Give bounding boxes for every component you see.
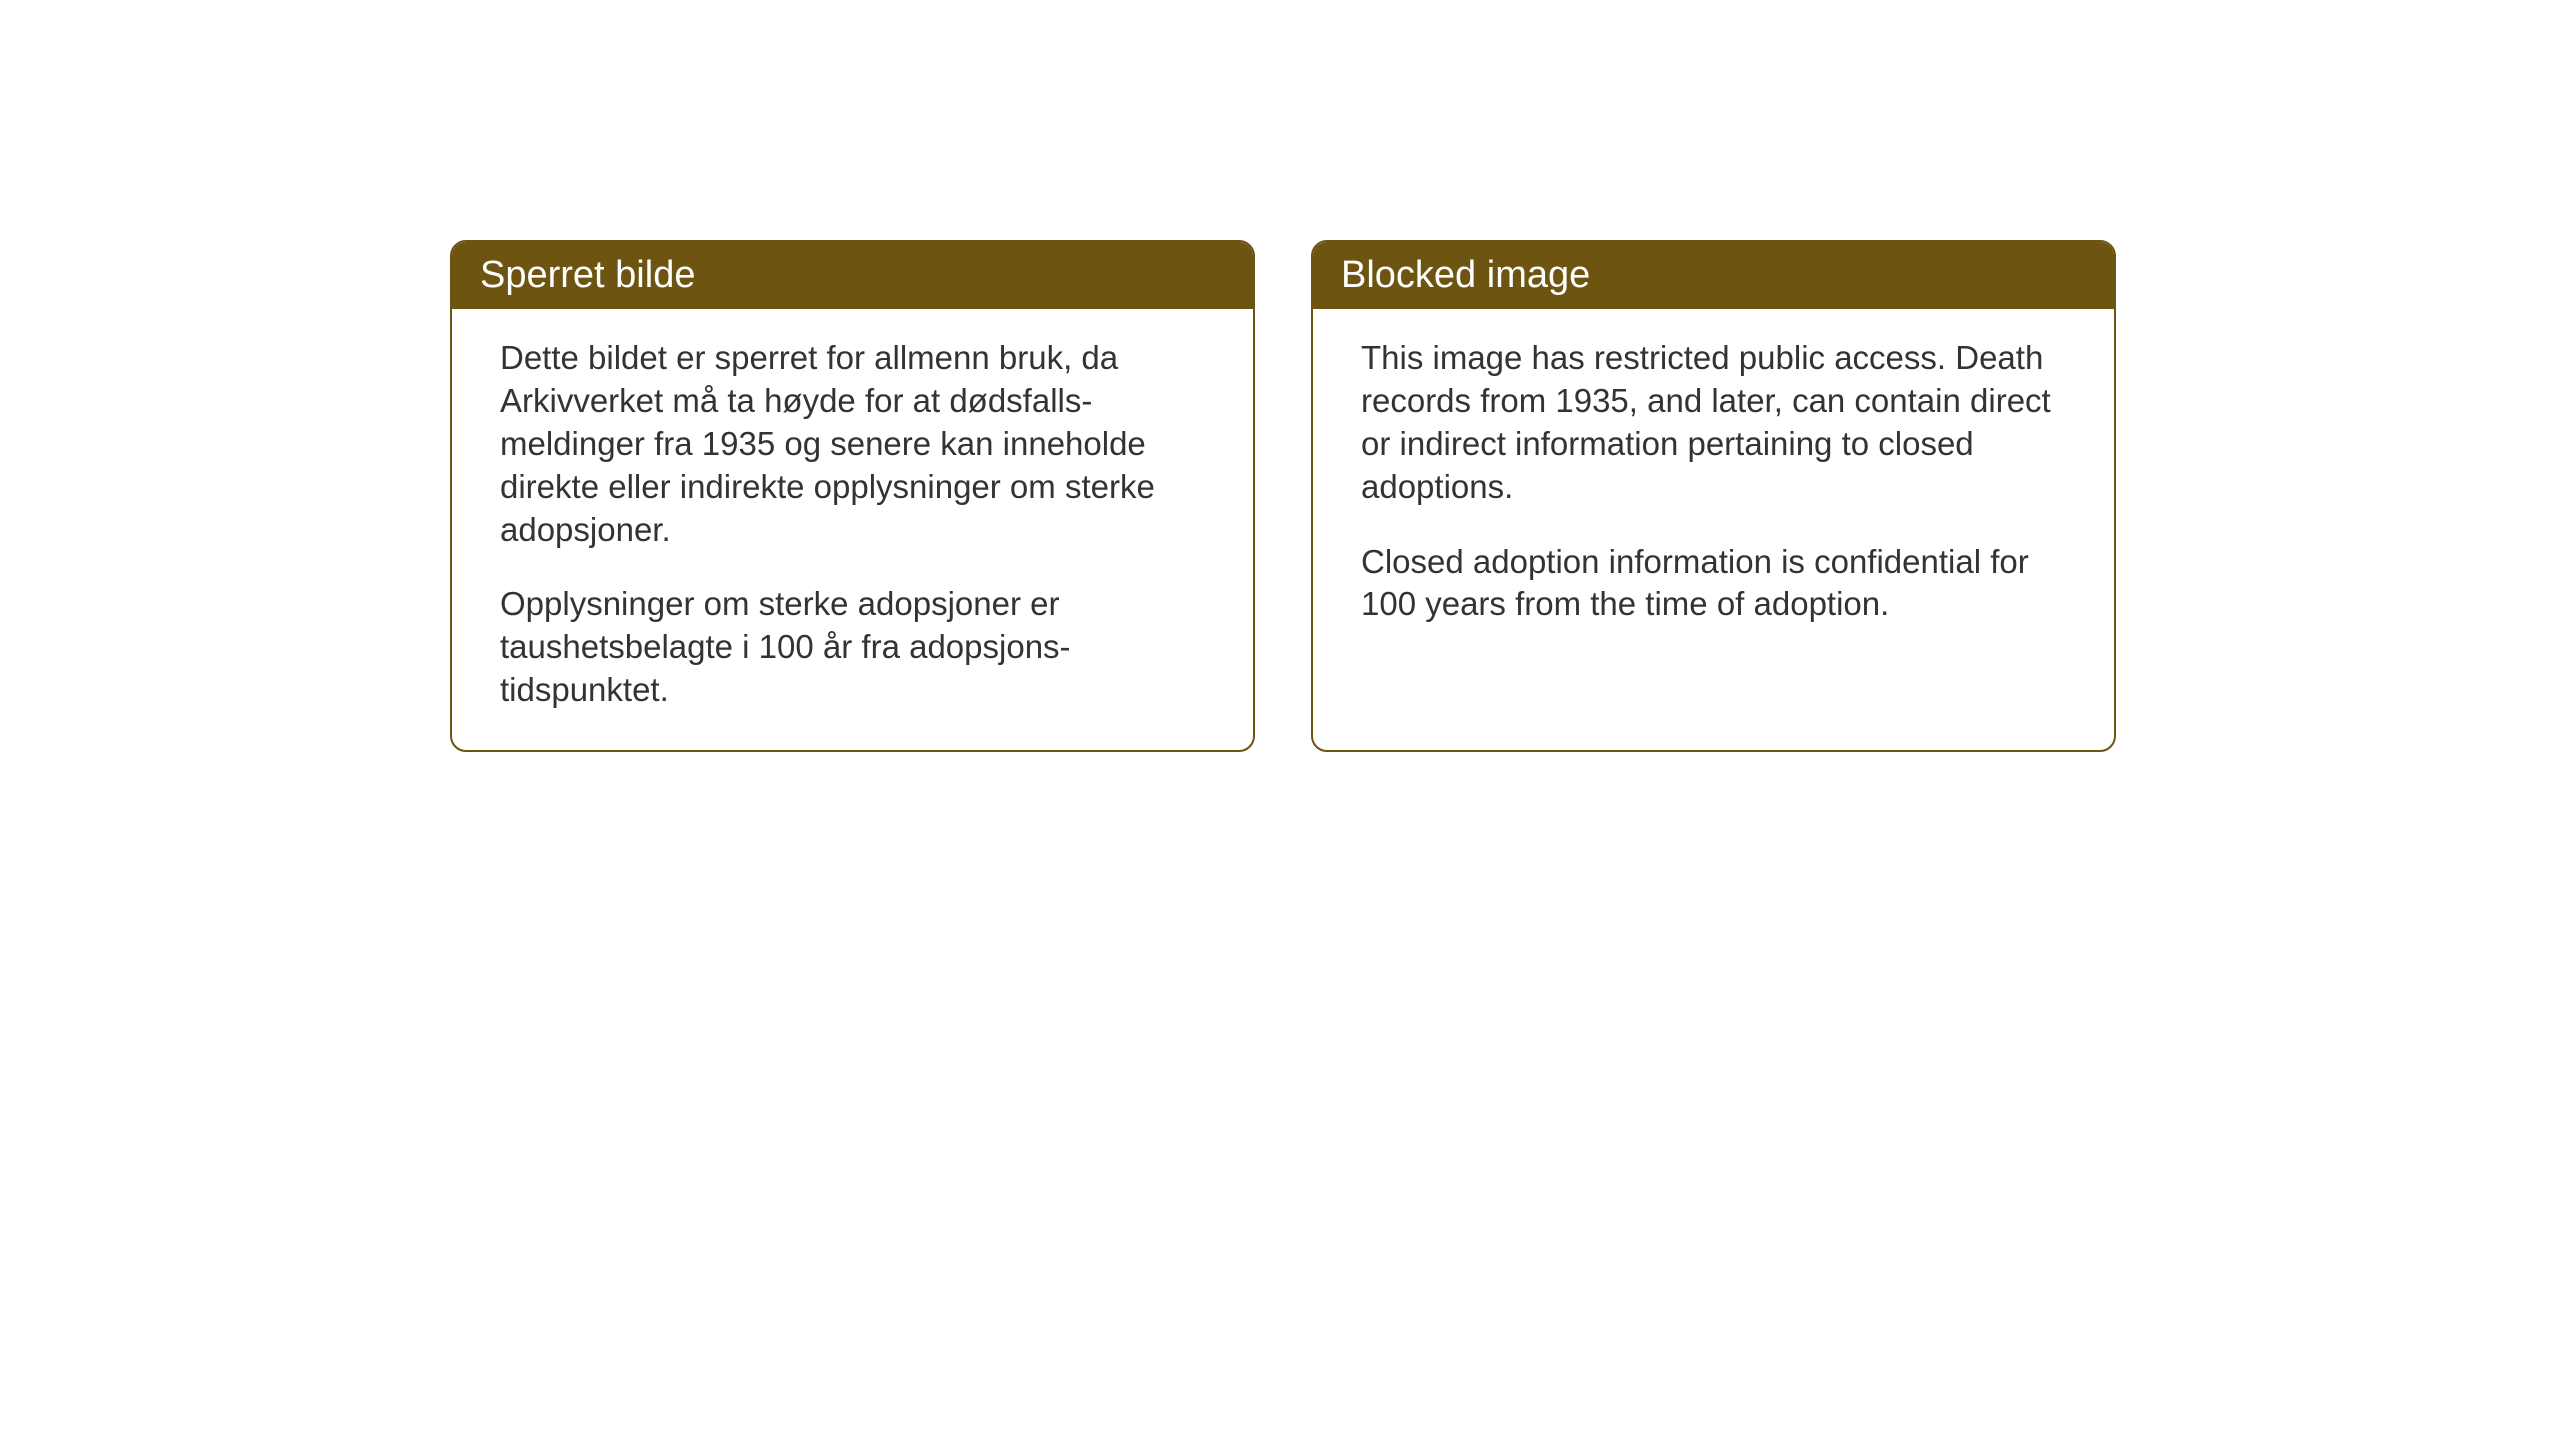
paragraph-2-english: Closed adoption information is confident… bbox=[1361, 541, 2066, 627]
paragraph-2-norwegian: Opplysninger om sterke adopsjoner er tau… bbox=[500, 583, 1205, 712]
card-body-norwegian: Dette bildet er sperret for allmenn bruk… bbox=[452, 309, 1253, 752]
paragraph-1-norwegian: Dette bildet er sperret for allmenn bruk… bbox=[500, 337, 1205, 551]
notice-container: Sperret bilde Dette bildet er sperret fo… bbox=[450, 240, 2116, 752]
card-title-norwegian: Sperret bilde bbox=[480, 254, 695, 296]
card-body-english: This image has restricted public access.… bbox=[1313, 309, 2114, 666]
notice-card-english: Blocked image This image has restricted … bbox=[1311, 240, 2116, 752]
card-header-norwegian: Sperret bilde bbox=[452, 242, 1253, 309]
card-title-english: Blocked image bbox=[1341, 254, 1590, 296]
card-header-english: Blocked image bbox=[1313, 242, 2114, 309]
paragraph-1-english: This image has restricted public access.… bbox=[1361, 337, 2066, 509]
notice-card-norwegian: Sperret bilde Dette bildet er sperret fo… bbox=[450, 240, 1255, 752]
